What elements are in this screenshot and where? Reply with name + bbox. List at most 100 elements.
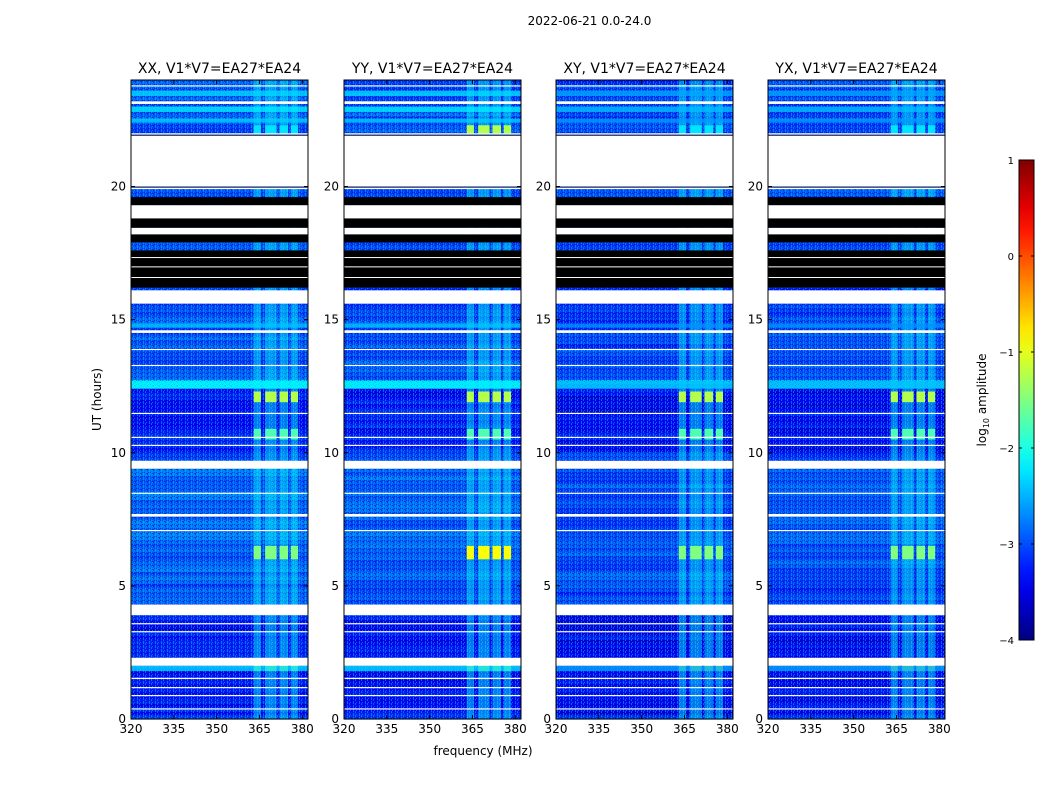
rfi-burst — [290, 545, 299, 560]
rfi-burst — [478, 428, 490, 440]
flagged-white — [344, 677, 521, 680]
rfi-burst — [715, 545, 724, 560]
gap-line — [768, 85, 945, 87]
dynamic-spectrum-yx — [768, 80, 945, 720]
y-tick-label: 0 — [118, 712, 126, 726]
rfi-burst — [290, 125, 299, 134]
rfi-burst — [290, 428, 299, 440]
x-tick-label: 335 — [375, 722, 398, 736]
gap-line — [768, 623, 945, 625]
colorbar: 1 0 −1 −2 −3 −4 log10 amplitude — [975, 156, 1035, 647]
rfi-burst — [890, 391, 898, 403]
gap-line — [556, 695, 733, 697]
gap-line — [131, 623, 308, 625]
flagged-white — [131, 657, 308, 666]
gap-line — [131, 277, 308, 279]
x-tick-label: 350 — [842, 722, 865, 736]
flagged-white — [768, 513, 945, 517]
time-stripe — [131, 90, 308, 96]
flagged-white — [344, 101, 521, 104]
flagged-white — [556, 604, 733, 616]
rfi-burst — [279, 125, 289, 134]
axes-frame — [343, 79, 522, 720]
gap-line — [344, 364, 521, 367]
gap-line — [344, 436, 521, 438]
flagged-black — [344, 250, 521, 288]
time-stripe — [344, 118, 521, 123]
gap-line — [131, 186, 308, 188]
y-tick-label: 15 — [324, 313, 339, 327]
rfi-burst — [478, 391, 490, 403]
gap-line — [344, 708, 521, 710]
y-tick-label: 10 — [111, 446, 126, 460]
gap-line — [344, 623, 521, 625]
x-tick-label: 350 — [418, 722, 441, 736]
flagged-white — [131, 133, 308, 190]
rfi-burst — [279, 391, 289, 403]
axes-frame — [555, 79, 734, 720]
y-tick-label: 0 — [755, 712, 763, 726]
time-stripe — [131, 118, 308, 123]
rfi-burst — [253, 391, 261, 403]
gap-line — [768, 134, 945, 136]
flagged-white — [556, 101, 733, 104]
flagged-black — [768, 250, 945, 288]
gap-line — [768, 277, 945, 279]
flagged-white — [131, 227, 308, 235]
flagged-white — [768, 101, 945, 104]
flagged-white — [768, 133, 945, 190]
y-tick-label: 5 — [755, 579, 763, 593]
gap-line — [556, 436, 733, 438]
gap-line — [131, 348, 308, 351]
gap-line — [131, 695, 308, 697]
time-stripe — [344, 380, 521, 389]
gap-line — [768, 257, 945, 259]
gap-line — [556, 412, 733, 415]
y-tick-label: 20 — [536, 180, 551, 194]
flagged-black — [131, 218, 308, 228]
gap-line — [768, 695, 945, 697]
time-stripe — [556, 106, 733, 112]
flagged-white — [344, 290, 521, 304]
rfi-burst — [678, 125, 686, 134]
flagged-white — [768, 227, 945, 235]
gap-line — [556, 708, 733, 710]
x-tick-label: 380 — [928, 722, 951, 736]
flagged-white — [344, 513, 521, 517]
x-axis-label: frequency (MHz) — [433, 744, 532, 758]
time-stripe — [344, 323, 521, 328]
gap-line — [344, 186, 521, 188]
gap-line — [131, 444, 308, 446]
x-tick-label: 365 — [248, 722, 271, 736]
gap-line — [768, 444, 945, 446]
gap-line — [344, 348, 521, 351]
flagged-white — [768, 657, 945, 666]
time-stripe — [344, 665, 521, 672]
gap-line — [344, 444, 521, 446]
gap-line — [556, 186, 733, 188]
rfi-burst — [279, 545, 289, 560]
panels-group: XX, V1*V7=EA27*EA24 320 335 350 365 380 0 5 10 15… — [90, 61, 951, 758]
rfi-burst — [492, 391, 502, 403]
rfi-burst — [253, 545, 261, 560]
flagged-white — [344, 205, 521, 219]
x-tick-label: 320 — [333, 722, 356, 736]
gap-line — [556, 134, 733, 136]
flagged-white — [768, 205, 945, 219]
rfi-burst — [253, 125, 261, 134]
x-tick-label: 320 — [757, 722, 780, 736]
panel-xx: XX, V1*V7=EA27*EA24 320 335 350 365 380 0 5 10 15… — [90, 61, 314, 736]
flagged-white — [344, 133, 521, 190]
flagged-black — [556, 218, 733, 228]
flagged-white — [556, 205, 733, 219]
rfi-burst — [704, 545, 714, 560]
flagged-black — [556, 234, 733, 243]
panel-title: YX, V1*V7=EA27*EA24 — [774, 61, 937, 77]
rfi-burst — [265, 125, 277, 134]
flagged-white — [131, 677, 308, 680]
time-stripe — [556, 323, 733, 328]
rfi-burst — [279, 428, 289, 440]
y-tick-label: 15 — [748, 313, 763, 327]
flagged-white — [131, 330, 308, 333]
gap-line — [556, 492, 733, 494]
